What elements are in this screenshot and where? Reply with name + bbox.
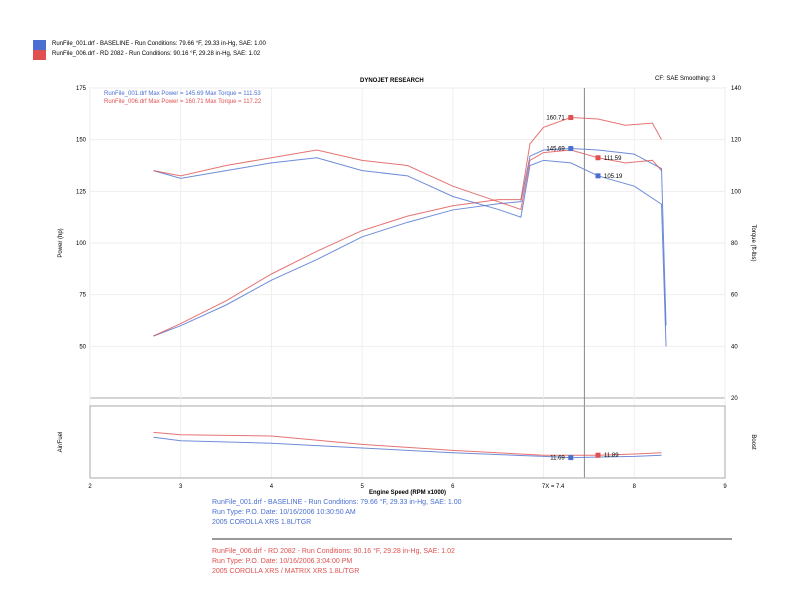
marker [568, 146, 574, 152]
y-tick-label: 50 [79, 344, 86, 350]
afr-axis-label: Air/Fuel [58, 432, 64, 453]
baseline-conditions: RunFile_001.drf - BASELINE - Run Conditi… [212, 499, 462, 506]
annotation-label: 145.69 [546, 147, 565, 153]
y-tick-label: 150 [76, 138, 87, 144]
x-tick-label: 5 [360, 484, 364, 490]
mod-conditions: RunFile_006.drf - RD 2082 - Run Conditio… [212, 548, 455, 555]
annotation-label: 111.59 [604, 156, 622, 162]
x-tick-label: 8 [633, 484, 637, 490]
baseline-info: RunFile_001.drf - BASELINE - Run Conditi… [212, 498, 462, 528]
y2-axis-label: Torque (ft-lbs) [750, 224, 756, 261]
baseline-swatch [33, 40, 46, 50]
x-tick-label: 3 [179, 484, 183, 490]
y2-tick-label: 100 [731, 189, 742, 195]
mod-date: Run Type: P.O. Date: 10/16/2006 3:04:00 … [212, 558, 353, 565]
y2-tick-label: 20 [731, 396, 738, 402]
y-tick-label: 125 [76, 189, 87, 195]
afr-y2-axis-label: Boost [750, 434, 756, 450]
x-tick-label: 2 [88, 484, 92, 490]
marker [595, 155, 601, 161]
afr-plot-area [89, 405, 726, 479]
baseline-torque-line [153, 157, 667, 347]
legend-mod: RunFile_006.drf Max Power = 160.71 Max T… [104, 99, 262, 105]
baseline-vehicle: 2005 COROLLA XRS 1.8L/TGR [212, 519, 312, 526]
afr-marker [595, 452, 601, 458]
y2-tick-label: 40 [731, 344, 738, 350]
y2-tick-label: 60 [731, 293, 738, 299]
marker [568, 115, 574, 121]
x-tick-label: 9 [723, 484, 727, 490]
annotation-label: 160.71 [546, 116, 565, 122]
y-tick-label: 75 [79, 293, 86, 299]
legend-baseline: RunFile_001.drf Max Power = 145.69 Max T… [104, 91, 261, 97]
x-tick-label: 4 [270, 484, 274, 490]
cursor-label: X = 7.4 [545, 484, 565, 490]
divider [212, 538, 732, 540]
mod-power-line [153, 117, 662, 337]
x-tick-label: 6 [451, 484, 455, 490]
header-run1: RunFile_001.drf - BASELINE - Run Conditi… [52, 41, 266, 47]
y2-tick-label: 120 [731, 138, 742, 144]
mod-vehicle: 2005 COROLLA XRS / MATRIX XRS 1.8L/TGR [212, 568, 360, 575]
y-tick-label: 100 [76, 241, 87, 247]
y-axis-label: Power (hp) [58, 228, 64, 257]
x-axis-label: Engine Speed (RPM x1000) [369, 490, 446, 496]
y2-tick-label: 140 [731, 86, 742, 92]
afr-annotation-label: 11.89 [604, 453, 619, 459]
baseline-power-line [153, 148, 667, 337]
x-tick-label: 7 [542, 484, 546, 490]
mod-info: RunFile_006.drf - RD 2082 - Run Conditio… [212, 547, 455, 577]
y-tick-label: 175 [76, 86, 87, 92]
annotation-label: 105.19 [604, 174, 623, 180]
chart-settings: CF: SAE Smoothing: 3 [655, 76, 716, 82]
mod-torque-line [153, 149, 662, 211]
marker [595, 173, 601, 179]
afr-marker [568, 455, 574, 461]
afr-annotation-label: 11.69 [550, 456, 565, 462]
baseline-afr-line [153, 436, 662, 459]
mod-swatch [33, 50, 46, 60]
header-run2: RunFile_006.drf - RD 2082 - Run Conditio… [52, 51, 261, 57]
mod-afr-line [153, 431, 662, 456]
chart-title: DYNOJET RESEARCH [360, 78, 424, 84]
baseline-date: Run Type: P.O. Date: 10/16/2006 10:30:50… [212, 509, 356, 516]
y2-tick-label: 80 [731, 241, 738, 247]
